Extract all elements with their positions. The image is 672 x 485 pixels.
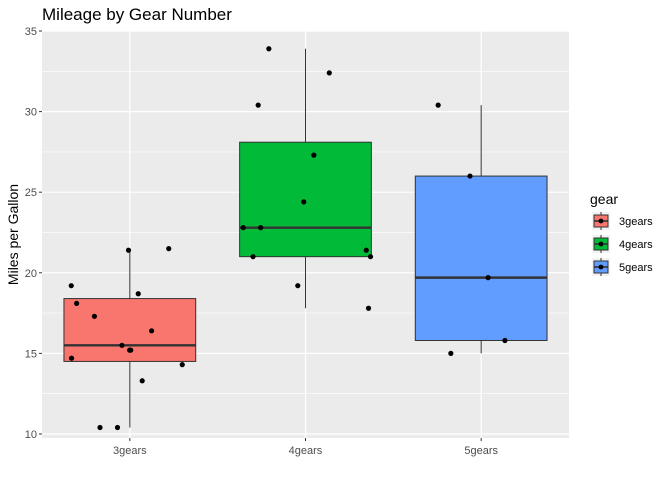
data-point <box>149 328 155 334</box>
x-tick-label: 5gears <box>464 445 498 457</box>
data-point <box>135 291 141 297</box>
axis-layer: 10 15 20 25 30 35 3gears 4gears 5gears <box>25 26 499 457</box>
data-point <box>255 102 261 108</box>
data-point <box>448 350 454 356</box>
x-tick-label: 4gears <box>289 445 323 457</box>
data-point <box>311 152 317 158</box>
data-point <box>435 102 441 108</box>
data-point <box>467 173 473 179</box>
data-point <box>367 254 374 260</box>
legend-key-point <box>598 264 604 270</box>
y-axis-title: Miles per Gallon <box>5 184 21 285</box>
box-5gears <box>414 175 548 341</box>
data-point <box>326 70 332 76</box>
x-tick-label: 3gears <box>113 445 147 457</box>
legend: gear 3gears 4gears 5gears <box>590 191 653 276</box>
data-point <box>266 46 272 52</box>
data-point <box>166 246 172 252</box>
box-4gears <box>239 141 372 258</box>
y-tick-label: 25 <box>25 187 37 199</box>
legend-label-3gears: 3gears <box>619 216 653 228</box>
y-tick-label: 10 <box>25 429 37 441</box>
data-point <box>68 355 75 361</box>
y-tick-label: 20 <box>25 268 37 280</box>
data-point <box>258 225 264 231</box>
y-tick-label: 15 <box>25 348 37 360</box>
y-tick-label: 30 <box>25 107 37 119</box>
data-point <box>91 313 98 319</box>
point-layer <box>68 46 508 431</box>
data-point <box>74 300 80 307</box>
legend-key-point <box>598 218 604 224</box>
legend-title: gear <box>590 191 618 207</box>
data-point <box>97 424 103 431</box>
legend-key-point <box>598 241 604 247</box>
legend-label-5gears: 5gears <box>619 262 653 274</box>
chart-title: Mileage by Gear Number <box>42 5 232 24</box>
data-point <box>240 225 246 231</box>
data-point <box>114 424 121 431</box>
data-point <box>139 378 145 384</box>
data-point <box>119 342 125 348</box>
y-tick-label: 35 <box>25 26 37 38</box>
legend-label-4gears: 4gears <box>619 239 653 251</box>
data-point <box>365 305 372 311</box>
data-point <box>485 275 491 281</box>
data-point <box>127 347 133 353</box>
data-point <box>502 337 508 344</box>
data-point <box>68 283 74 289</box>
data-point <box>363 247 369 253</box>
data-point <box>250 254 256 260</box>
data-point <box>295 283 301 289</box>
data-point <box>125 247 132 253</box>
data-point <box>301 199 307 205</box>
data-point <box>179 362 185 368</box>
